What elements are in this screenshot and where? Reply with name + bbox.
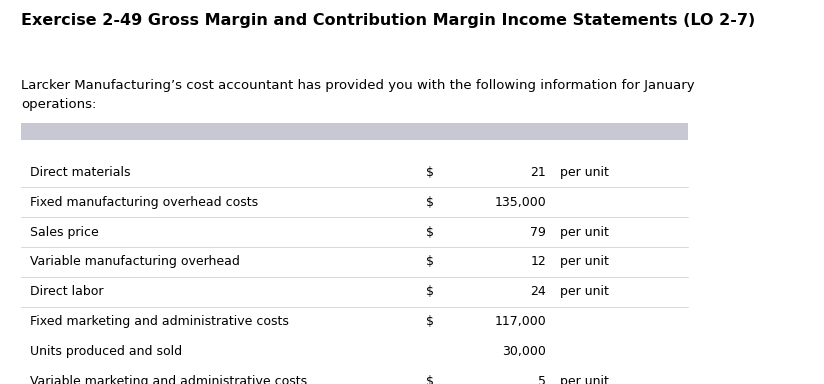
Text: $: $ xyxy=(425,255,433,268)
Text: $: $ xyxy=(425,375,433,384)
Text: Variable marketing and administrative costs: Variable marketing and administrative co… xyxy=(30,375,307,384)
Text: $: $ xyxy=(425,166,433,179)
Text: 117,000: 117,000 xyxy=(494,315,546,328)
Text: per unit: per unit xyxy=(560,255,609,268)
Text: per unit: per unit xyxy=(560,225,609,238)
Text: Fixed manufacturing overhead costs: Fixed manufacturing overhead costs xyxy=(30,196,258,209)
Text: 24: 24 xyxy=(531,285,546,298)
Text: $: $ xyxy=(425,225,433,238)
Text: Variable manufacturing overhead: Variable manufacturing overhead xyxy=(30,255,240,268)
Text: Units produced and sold: Units produced and sold xyxy=(30,345,182,358)
Text: $: $ xyxy=(425,315,433,328)
Text: per unit: per unit xyxy=(560,285,609,298)
Text: per unit: per unit xyxy=(560,166,609,179)
Text: Direct materials: Direct materials xyxy=(30,166,130,179)
Text: $: $ xyxy=(425,196,433,209)
Text: $: $ xyxy=(425,285,433,298)
Text: Fixed marketing and administrative costs: Fixed marketing and administrative costs xyxy=(30,315,288,328)
FancyBboxPatch shape xyxy=(21,367,688,384)
FancyBboxPatch shape xyxy=(21,157,688,187)
Text: 12: 12 xyxy=(531,255,546,268)
Text: Exercise 2-49 Gross Margin and Contribution Margin Income Statements (LO 2-7): Exercise 2-49 Gross Margin and Contribut… xyxy=(21,13,756,28)
FancyBboxPatch shape xyxy=(21,277,688,307)
FancyBboxPatch shape xyxy=(21,123,688,140)
Text: 30,000: 30,000 xyxy=(502,345,546,358)
FancyBboxPatch shape xyxy=(21,247,688,277)
Text: 5: 5 xyxy=(538,375,546,384)
Text: 79: 79 xyxy=(530,225,546,238)
FancyBboxPatch shape xyxy=(21,337,688,367)
Text: 135,000: 135,000 xyxy=(494,196,546,209)
Text: Direct labor: Direct labor xyxy=(30,285,103,298)
FancyBboxPatch shape xyxy=(21,187,688,217)
Text: per unit: per unit xyxy=(560,375,609,384)
Text: Sales price: Sales price xyxy=(30,225,99,238)
Text: 21: 21 xyxy=(531,166,546,179)
Text: Larcker Manufacturing’s cost accountant has provided you with the following info: Larcker Manufacturing’s cost accountant … xyxy=(21,79,695,111)
FancyBboxPatch shape xyxy=(21,307,688,337)
FancyBboxPatch shape xyxy=(21,217,688,247)
